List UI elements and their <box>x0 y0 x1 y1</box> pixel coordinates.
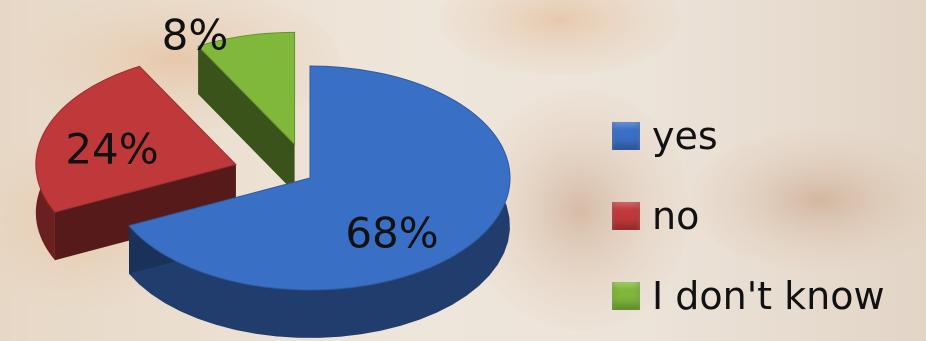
legend-item-no: no <box>612 176 885 256</box>
legend-swatch-no <box>612 202 640 230</box>
legend-label-dont-know: I don't know <box>652 274 885 318</box>
slice-label-yes: 68% <box>345 209 438 258</box>
legend-label-yes: yes <box>652 114 718 158</box>
slice-label-dont-know: 8% <box>162 11 229 60</box>
legend-item-yes: yes <box>612 96 885 176</box>
pie-slice-dont-know <box>197 31 296 193</box>
chart-legend: yes no I don't know <box>612 96 885 336</box>
legend-item-dont-know: I don't know <box>612 256 885 336</box>
pie-slice-yes <box>128 65 511 338</box>
legend-label-no: no <box>652 194 700 238</box>
legend-swatch-dont-know <box>612 282 640 310</box>
slice-label-no: 24% <box>65 125 158 174</box>
legend-swatch-yes <box>612 122 640 150</box>
pie-slice-no <box>35 65 237 261</box>
